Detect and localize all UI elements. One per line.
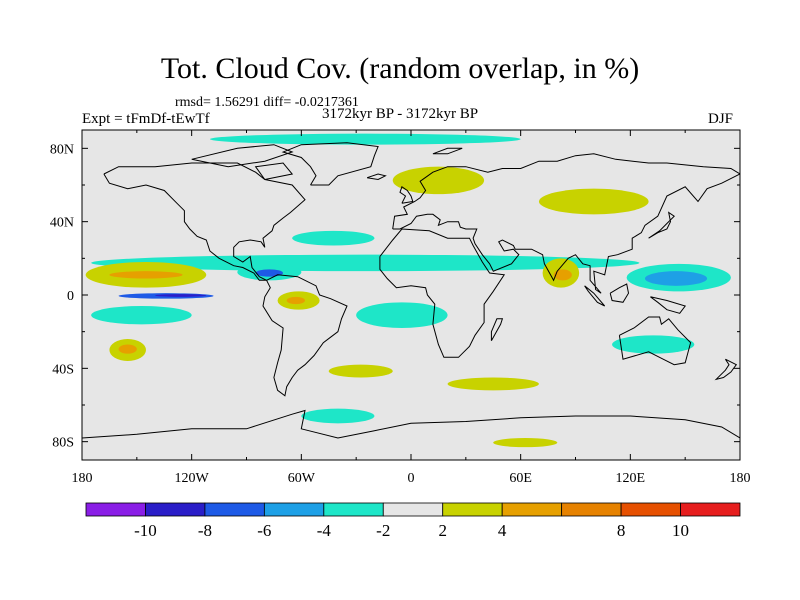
coastlines (82, 142, 740, 439)
colorbar-label: -2 (376, 521, 390, 540)
colorbar-box (263, 502, 325, 517)
coastline-new-zealand (714, 358, 738, 381)
coastline-new-guinea (650, 296, 687, 314)
anomaly-north-atlantic-cyan (292, 230, 375, 246)
colorbar-box (442, 502, 503, 517)
anomaly-south-indian-yellow (447, 377, 539, 391)
stats-text: rmsd= 1.56291 diff= -0.0217361 (175, 95, 359, 110)
anomaly-equatorial-pacific-dark (155, 294, 207, 297)
colorbar-label: 10 (672, 521, 689, 540)
anomaly-south-america-orange (286, 296, 305, 305)
anomaly-southern-ocean-cyan (301, 408, 375, 424)
anomaly-south-indian-cyan (612, 335, 695, 354)
coastline-eurasia (392, 153, 740, 294)
anomaly-south-pacific-cyan (91, 306, 192, 325)
colorbar-box (501, 502, 563, 517)
anomaly-siberia-yellow (538, 188, 649, 215)
y-tick-label: 80N (50, 142, 74, 157)
anomaly-south-pacific-orange (118, 344, 137, 354)
anomaly-south-atlantic-yellow (328, 364, 393, 378)
coastline-sumatra (584, 285, 606, 307)
colorbar-box (382, 502, 444, 517)
anomaly-india-orange (553, 269, 572, 281)
y-tick-label: 40S (52, 362, 74, 377)
coastline-uk (399, 186, 414, 204)
anomaly-antarctic-yellow (493, 438, 558, 448)
x-tick-label: 60W (288, 471, 316, 486)
colorbar-box (323, 502, 384, 517)
anomaly-arctic-cyan (209, 133, 521, 145)
season-label: DJF (708, 111, 734, 127)
colorbar: -10 -8 -6 -4 -2 2 4 8 10 (85, 502, 741, 540)
colorbar-label: 8 (617, 521, 626, 540)
anomaly-west-pacific-blue (644, 271, 708, 286)
x-tick-label: 120E (616, 471, 646, 486)
anomaly-caribbean-blue (255, 269, 284, 277)
x-tick-label: 180 (730, 471, 751, 486)
colorbar-label: 2 (438, 521, 447, 540)
coastline-africa (379, 228, 506, 358)
anomaly-central-pacific-orange (109, 271, 183, 279)
colorbar-label: -10 (134, 521, 157, 540)
coastline-iceland (366, 173, 387, 181)
period-label: 3172kyr BP - 3172kyr BP (322, 106, 479, 122)
coastline-north-america (103, 162, 306, 281)
colorbar-label: -8 (198, 521, 212, 540)
anomaly-atlantic-cyan (356, 302, 448, 328)
colorbar-label: 4 (498, 521, 507, 540)
coastline-baffin (254, 162, 294, 180)
y-tick-label: 0 (67, 289, 74, 304)
x-tick-label: 0 (408, 471, 415, 486)
coastline-south-america (262, 274, 348, 397)
colorbar-box (204, 502, 265, 517)
x-tick-label: 180 (72, 471, 93, 486)
y-tick-label: 80S (52, 436, 74, 451)
experiment-label: Expt = tFmDf-tEwTf (82, 111, 210, 127)
plot-title: Tot. Cloud Cov. (random overlap, in %) (160, 52, 640, 85)
coastline-madagascar (490, 318, 504, 342)
anomaly-fields (85, 133, 731, 448)
coastline-greenland (281, 142, 379, 186)
coastline-australia (618, 316, 692, 366)
colorbar-box (561, 502, 622, 517)
coastline-japan (648, 211, 675, 239)
y-tick-label: 40N (50, 216, 74, 231)
colorbar-box (680, 502, 741, 517)
coastline-antarctica (82, 409, 740, 439)
anomaly-europe-yellow (392, 166, 485, 195)
colorbar-box (145, 502, 206, 517)
colorbar-box (85, 502, 146, 517)
x-tick-label: 120W (175, 471, 210, 486)
x-tick-label: 60E (509, 471, 532, 486)
colorbar-label: -4 (317, 521, 332, 540)
longitude-axis: 180 120W 60W 0 60E 120E 180 (72, 130, 751, 486)
latitude-axis: 80N 40N 0 40S 80S (50, 142, 740, 451)
coastline-arctic-isles (191, 144, 294, 168)
coastline-svalbard (432, 147, 463, 155)
coastline-borneo (609, 283, 630, 303)
colorbar-label: -6 (257, 521, 271, 540)
colorbar-box (620, 502, 681, 517)
